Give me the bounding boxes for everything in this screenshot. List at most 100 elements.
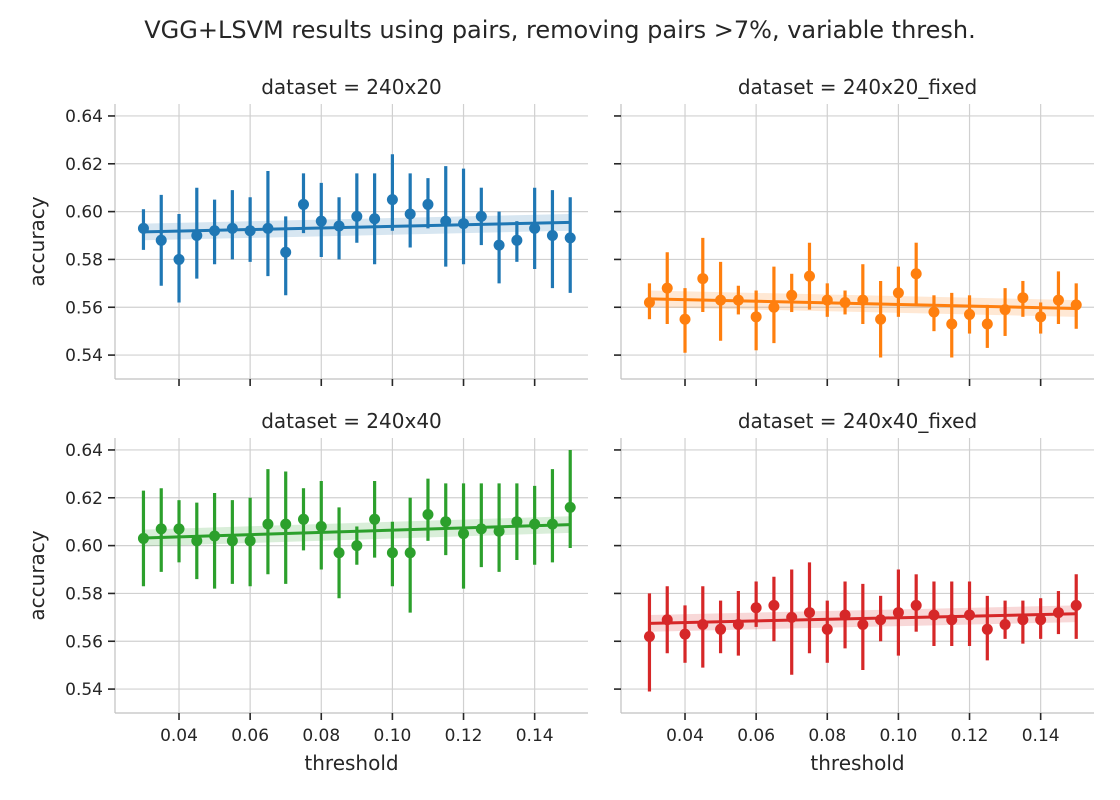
y-tick-label: 0.56 <box>65 632 103 652</box>
data-point <box>964 609 976 621</box>
data-point <box>1070 299 1082 311</box>
x-tick-label: 0.12 <box>951 726 989 746</box>
data-point <box>511 234 523 246</box>
data-point <box>1017 614 1029 626</box>
data-point <box>315 215 327 227</box>
data-point <box>440 516 452 528</box>
facet-title: dataset = 240x20_fixed <box>738 75 977 99</box>
data-point <box>333 220 345 232</box>
data-point <box>999 304 1011 316</box>
data-point <box>857 294 869 306</box>
x-axis-label: threshold <box>304 751 398 775</box>
data-point <box>910 599 922 611</box>
data-point <box>750 602 762 614</box>
data-point <box>839 296 851 308</box>
data-point <box>768 599 780 611</box>
x-tick-label: 0.06 <box>231 726 269 746</box>
data-point <box>458 218 470 230</box>
data-point <box>155 234 167 246</box>
data-point <box>697 273 709 285</box>
data-point <box>946 614 958 626</box>
data-point <box>803 607 815 619</box>
data-point <box>191 230 203 242</box>
y-tick-label: 0.60 <box>65 203 103 223</box>
data-point <box>209 225 221 237</box>
x-tick-label: 0.12 <box>445 726 483 746</box>
data-point <box>679 628 691 640</box>
data-point <box>244 535 256 547</box>
data-point <box>351 210 363 222</box>
data-point <box>839 609 851 621</box>
facet-title: dataset = 240x40 <box>261 409 442 433</box>
data-point <box>458 528 470 540</box>
data-point <box>821 623 833 635</box>
y-axis-label: accuracy <box>25 196 49 286</box>
data-point <box>511 516 523 528</box>
facet-title: dataset = 240x40_fixed <box>738 409 977 433</box>
data-point <box>892 287 904 299</box>
data-point <box>422 198 434 210</box>
data-point <box>732 619 744 631</box>
y-tick-label: 0.64 <box>65 107 103 127</box>
data-point <box>732 294 744 306</box>
data-point <box>493 239 505 251</box>
x-tick-label: 0.08 <box>302 726 340 746</box>
data-point <box>280 246 292 258</box>
data-point <box>173 523 185 535</box>
data-point <box>137 222 149 234</box>
data-point <box>440 215 452 227</box>
data-point <box>643 296 655 308</box>
data-point <box>386 547 398 559</box>
data-point <box>297 513 309 525</box>
data-point <box>475 210 487 222</box>
data-point <box>173 253 185 265</box>
data-point <box>803 270 815 282</box>
data-point <box>297 198 309 210</box>
y-tick-label: 0.56 <box>65 298 103 318</box>
data-point <box>155 523 167 535</box>
data-point <box>679 313 691 325</box>
y-axis-label: accuracy <box>25 530 49 620</box>
data-point <box>1035 311 1047 323</box>
data-point <box>928 609 940 621</box>
data-point <box>404 547 416 559</box>
data-point <box>786 289 798 301</box>
x-tick-label: 0.08 <box>808 726 846 746</box>
data-point <box>369 213 381 225</box>
data-point <box>244 225 256 237</box>
chart-title: VGG+LSVM results using pairs, removing p… <box>144 16 976 44</box>
data-point <box>422 509 434 521</box>
data-point <box>351 540 363 552</box>
data-point <box>262 518 274 530</box>
y-tick-label: 0.60 <box>65 537 103 557</box>
y-tick-label: 0.58 <box>65 584 103 604</box>
data-point <box>226 222 238 234</box>
data-point <box>786 611 798 623</box>
facet-panel: dataset = 240x20_fixed <box>614 75 1094 386</box>
y-tick-label: 0.58 <box>65 250 103 270</box>
data-point <box>643 630 655 642</box>
data-point <box>750 311 762 323</box>
data-point <box>964 308 976 320</box>
y-tick-label: 0.54 <box>65 680 103 700</box>
x-tick-label: 0.04 <box>666 726 704 746</box>
data-point <box>999 619 1011 631</box>
data-point <box>661 614 673 626</box>
x-tick-label: 0.14 <box>516 726 554 746</box>
x-tick-label: 0.14 <box>1022 726 1060 746</box>
data-point <box>1052 607 1064 619</box>
x-axis-label: threshold <box>810 751 904 775</box>
data-point <box>928 306 940 318</box>
data-point <box>262 222 274 234</box>
data-point <box>875 313 887 325</box>
x-tick-label: 0.10 <box>879 726 917 746</box>
data-point <box>529 518 541 530</box>
data-point <box>1035 614 1047 626</box>
data-point <box>546 518 558 530</box>
data-point <box>821 294 833 306</box>
y-tick-label: 0.62 <box>65 489 103 509</box>
data-point <box>981 318 993 330</box>
data-point <box>768 301 780 313</box>
